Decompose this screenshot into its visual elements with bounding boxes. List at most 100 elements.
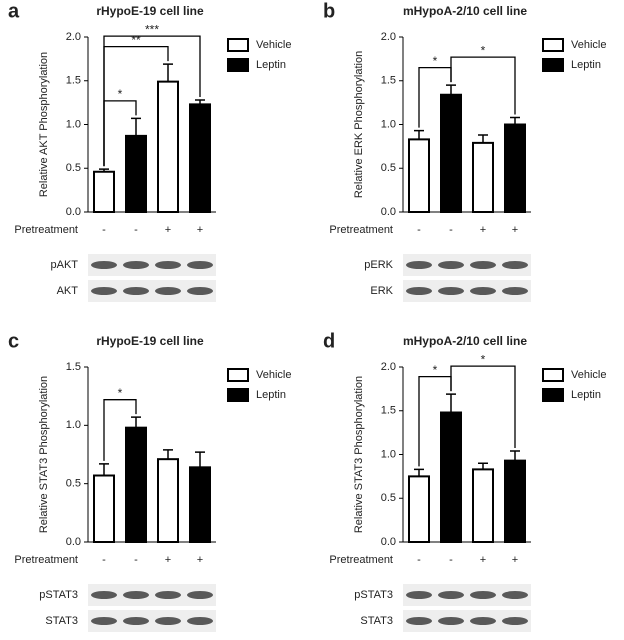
pretreatment-label: - xyxy=(417,554,421,566)
blot-band xyxy=(187,617,213,625)
error-bar xyxy=(99,168,109,172)
blot-band xyxy=(155,287,181,295)
error-bar xyxy=(131,416,141,428)
blot-band xyxy=(502,287,528,295)
error-bar xyxy=(131,117,141,136)
bar xyxy=(125,134,147,213)
blot-band xyxy=(123,591,149,599)
bar xyxy=(125,426,147,543)
blot-band xyxy=(406,287,432,295)
blot-label: pAKT xyxy=(50,259,78,271)
bar xyxy=(504,459,526,543)
blot-band xyxy=(91,617,117,625)
pretreatment-label: - xyxy=(449,224,453,236)
blot-band xyxy=(470,591,496,599)
error-bar xyxy=(446,393,456,413)
significance-bracket xyxy=(450,56,516,115)
error-bar xyxy=(510,116,520,125)
pretreatment-label: + xyxy=(480,554,486,566)
blot-label: ERK xyxy=(370,285,393,297)
y-tick-label: 1.5 xyxy=(66,361,81,373)
y-tick-label: 1.0 xyxy=(66,419,81,431)
y-tick-label: 0.5 xyxy=(66,478,81,490)
blot-band xyxy=(91,591,117,599)
pretreatment-label: - xyxy=(417,224,421,236)
y-tick-label: 1.5 xyxy=(66,75,81,87)
chart-title: mHypoA-2/10 cell line xyxy=(403,4,527,18)
pretreatment-label: + xyxy=(165,224,171,236)
legend-label: Vehicle xyxy=(571,369,606,381)
blot-label: STAT3 xyxy=(360,615,393,627)
significance-label: ** xyxy=(131,33,141,47)
error-bar xyxy=(414,129,424,140)
pretreatment-label: + xyxy=(197,224,203,236)
legend-swatch xyxy=(542,58,564,72)
significance-label: *** xyxy=(145,22,159,36)
blot-band xyxy=(155,591,181,599)
chart-title: mHypoA-2/10 cell line xyxy=(403,334,527,348)
blot-band xyxy=(502,591,528,599)
error-bar xyxy=(99,463,109,476)
blot-background xyxy=(88,254,216,276)
blot-band xyxy=(438,617,464,625)
blot-band xyxy=(470,261,496,269)
blot-label: STAT3 xyxy=(45,615,78,627)
bar xyxy=(157,80,179,213)
y-tick-label: 2.0 xyxy=(381,361,396,373)
bar xyxy=(408,138,430,213)
legend-swatch xyxy=(542,38,564,52)
blot-band xyxy=(123,261,149,269)
legend-label: Vehicle xyxy=(256,39,291,51)
error-bar xyxy=(195,99,205,105)
pretreatment-label: + xyxy=(512,554,518,566)
panel-letter: b xyxy=(323,0,335,22)
y-tick-label: 1.5 xyxy=(381,75,396,87)
pretreatment-label: - xyxy=(102,224,106,236)
blot-band xyxy=(187,591,213,599)
blot-label: AKT xyxy=(57,285,79,297)
error-bar xyxy=(195,451,205,468)
y-tick-label: 0.0 xyxy=(66,206,81,218)
pretreatment-label: - xyxy=(134,554,138,566)
blot-label: pSTAT3 xyxy=(39,589,78,601)
blot-band xyxy=(406,617,432,625)
blot-background xyxy=(403,280,531,302)
bar xyxy=(440,411,462,543)
error-bar xyxy=(414,468,424,477)
legend-swatch xyxy=(227,38,249,52)
blot-band xyxy=(438,591,464,599)
blot-band xyxy=(187,287,213,295)
blot-band xyxy=(91,287,117,295)
significance-label: * xyxy=(433,363,438,377)
legend-label: Vehicle xyxy=(256,369,291,381)
blot-background xyxy=(403,584,531,606)
chart-title: rHypoE-19 cell line xyxy=(96,4,204,18)
error-bar xyxy=(446,84,456,95)
bar xyxy=(157,458,179,543)
y-tick-label: 1.0 xyxy=(66,118,81,130)
bar xyxy=(472,468,494,543)
y-tick-label: 1.0 xyxy=(381,118,396,130)
legend-swatch xyxy=(542,388,564,402)
blot-background xyxy=(88,280,216,302)
y-tick-label: 1.0 xyxy=(381,448,396,460)
y-axis-label: Relative STAT3 Phosphorylation xyxy=(38,376,50,533)
y-tick-label: 2.0 xyxy=(66,31,81,43)
pretreatment-label: - xyxy=(102,554,106,566)
bar xyxy=(408,475,430,543)
blot-background xyxy=(88,584,216,606)
blot-background xyxy=(403,610,531,632)
legend-swatch xyxy=(542,368,564,382)
blot-band xyxy=(155,617,181,625)
blot-band xyxy=(187,261,213,269)
pretreatment-label: + xyxy=(197,554,203,566)
y-tick-label: 0.0 xyxy=(381,206,396,218)
y-tick-label: 0.0 xyxy=(66,536,81,548)
blot-band xyxy=(406,591,432,599)
blot-label: pSTAT3 xyxy=(354,589,393,601)
significance-label: * xyxy=(118,87,123,101)
blot-band xyxy=(502,261,528,269)
legend-swatch xyxy=(227,58,249,72)
blot-band xyxy=(123,617,149,625)
significance-label: * xyxy=(481,43,486,57)
